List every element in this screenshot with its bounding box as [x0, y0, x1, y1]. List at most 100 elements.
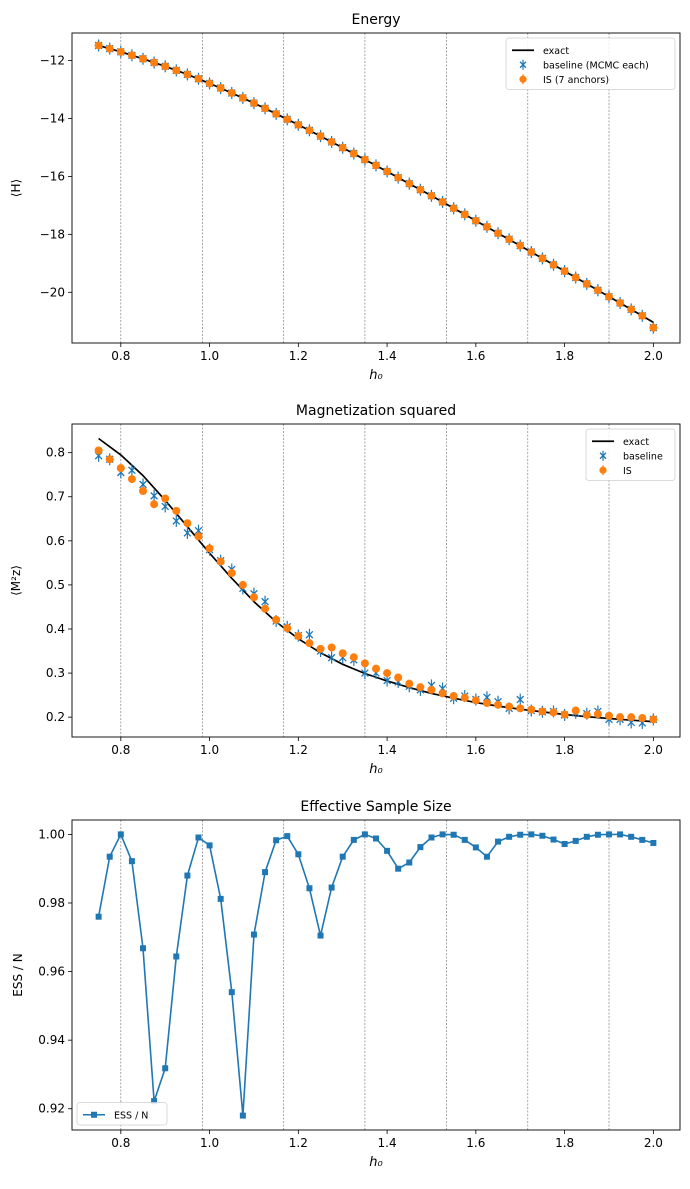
is-point — [139, 487, 148, 496]
ess-point — [483, 853, 490, 860]
ess-point — [273, 837, 280, 844]
is-point — [116, 47, 125, 56]
baseline-marker — [194, 526, 203, 535]
y-tick-label: 1.00 — [38, 827, 65, 841]
x-axis-label: h₀ — [369, 1155, 383, 1170]
legend: exact baseline IS — [585, 428, 676, 481]
is-point — [294, 120, 303, 129]
legend-label: exact — [543, 46, 569, 57]
ess-point — [228, 989, 235, 996]
is-point — [571, 706, 580, 715]
ess-point — [350, 836, 357, 843]
ess-point — [572, 837, 579, 844]
is-point — [571, 273, 580, 282]
ess-point — [106, 853, 113, 860]
ess-point — [95, 913, 102, 920]
ess-point — [461, 836, 468, 843]
ess-point — [361, 831, 368, 838]
y-tick-label: 0.96 — [38, 965, 65, 979]
is-point — [405, 179, 414, 188]
ess-point — [140, 945, 147, 952]
is-point — [172, 506, 181, 515]
is-point — [261, 104, 270, 113]
is-point — [194, 74, 203, 83]
ess-point — [650, 839, 657, 846]
is-point — [294, 632, 303, 641]
is-point — [638, 311, 647, 320]
ess-point — [184, 872, 191, 879]
ess-point — [583, 833, 590, 840]
ess-point — [206, 842, 213, 849]
is-point — [327, 643, 336, 652]
is-point — [261, 604, 270, 613]
chart-title: Magnetization squared — [296, 403, 456, 419]
is-point — [338, 143, 347, 152]
baseline-point — [516, 693, 525, 706]
baseline-marker — [183, 529, 192, 537]
plot-area — [94, 39, 658, 334]
is-point — [249, 593, 258, 602]
legend-box — [505, 37, 676, 90]
x-tick-label: 1.6 — [466, 1136, 485, 1150]
is-point — [638, 714, 647, 723]
x-tick-label: 1.6 — [466, 349, 485, 363]
baseline-marker — [383, 676, 391, 685]
y-tick-label: −14 — [40, 111, 65, 125]
is-point — [383, 167, 392, 176]
ess-point — [328, 884, 335, 891]
is-point — [338, 649, 347, 658]
x-tick-label: 2.0 — [644, 743, 663, 757]
plot-frame — [71, 819, 681, 1131]
x-tick-label: 0.8 — [111, 1136, 130, 1150]
is-point — [516, 704, 525, 713]
is-point — [482, 222, 491, 231]
is-point — [305, 126, 314, 135]
baseline-marker — [128, 466, 136, 475]
ess-point — [306, 885, 313, 892]
chart-title: Effective Sample Size — [300, 799, 451, 815]
is-point — [94, 446, 103, 455]
y-tick-label: 0.98 — [38, 896, 65, 910]
is-point — [305, 639, 314, 648]
exact-curve — [98, 437, 654, 723]
is-point — [205, 544, 214, 553]
x-tick-label: 1.2 — [289, 1136, 308, 1150]
baseline-marker — [172, 517, 181, 525]
plot-frame — [71, 423, 681, 738]
is-point — [227, 88, 236, 97]
plot-frame — [71, 32, 681, 344]
ess-point — [628, 833, 635, 840]
is-point — [627, 713, 636, 722]
x-tick-label: 1.4 — [378, 349, 397, 363]
ess-point — [605, 831, 612, 838]
is-point — [161, 62, 170, 71]
is-point — [316, 132, 325, 141]
ess-point — [594, 831, 601, 838]
legend-baseline-marker — [599, 452, 607, 460]
baseline-marker — [361, 669, 369, 677]
ess-point — [528, 831, 535, 838]
magnetization-panel: Magnetization squared 0.8 1.0 1.2 1.4 1.6 1.8 2… — [9, 403, 681, 777]
y-tick-label: −12 — [40, 54, 65, 68]
ess-point — [450, 831, 457, 838]
is-point — [283, 624, 292, 633]
is-point — [139, 54, 148, 63]
ess-point — [406, 859, 413, 866]
legend-label: baseline — [623, 451, 663, 462]
is-point — [460, 210, 469, 219]
y-tick-label: 0.94 — [38, 1033, 65, 1047]
is-point — [238, 93, 247, 102]
plot-area — [95, 831, 657, 1119]
y-tick-label: −16 — [40, 169, 65, 183]
is-point — [471, 696, 480, 705]
x-tick-label: 0.8 — [111, 349, 130, 363]
y-axis-label: ⟨M²z⟩ — [9, 565, 23, 596]
baseline-marker — [150, 491, 158, 500]
x-tick-label: 1.0 — [200, 743, 219, 757]
is-point — [105, 455, 114, 464]
is-point — [616, 299, 625, 308]
ess-point — [373, 835, 379, 842]
baseline-marker — [516, 695, 525, 704]
ess-point — [262, 869, 269, 876]
